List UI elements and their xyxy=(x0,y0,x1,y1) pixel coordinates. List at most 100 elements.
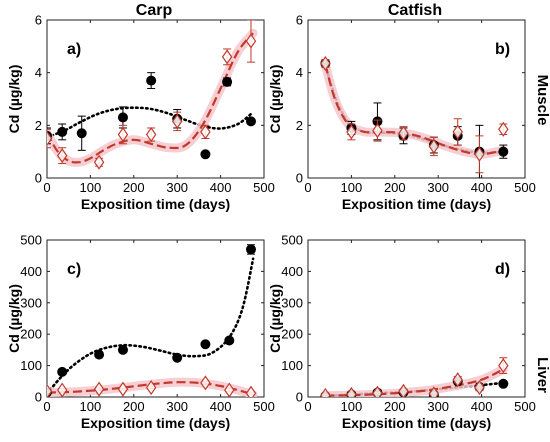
x-tick-label: 0 xyxy=(43,399,50,414)
data-point-diamond xyxy=(346,386,357,397)
y-tick-label: 4 xyxy=(296,65,303,80)
x-tick-label: 400 xyxy=(471,399,493,414)
fit-curve-dashed xyxy=(47,381,254,396)
data-point-circle xyxy=(224,335,235,346)
data-point-circle xyxy=(76,128,87,139)
data-point-diamond xyxy=(452,124,463,140)
data-point-diamond xyxy=(47,130,53,147)
x-tick-label: 300 xyxy=(427,180,449,195)
x-axis-label: Exposition time (days) xyxy=(342,196,491,212)
x-tick-label: 300 xyxy=(427,399,449,414)
chart-panel-4: 0 100 200 300 400 500 0 100 200 300 400 500 Expositi… xyxy=(267,233,536,432)
y-tick-label: 0 xyxy=(35,171,42,186)
plot-frame xyxy=(46,239,265,398)
x-tick-label: 0 xyxy=(43,180,50,195)
plot-area xyxy=(47,20,258,170)
panel-label: b) xyxy=(495,41,510,58)
data-point-diamond xyxy=(145,126,157,143)
data-point-circle xyxy=(117,112,128,123)
y-tick-label: 100 xyxy=(281,358,303,373)
x-axis-label: Exposition time (days) xyxy=(342,415,491,431)
x-tick-label: 500 xyxy=(514,180,536,195)
fit-curve-dotted xyxy=(47,106,255,139)
data-point-circle xyxy=(172,352,183,363)
panel-label: d) xyxy=(495,261,510,278)
data-point-diamond xyxy=(372,123,383,139)
x-tick-label: 400 xyxy=(471,180,493,195)
data-point-diamond xyxy=(498,358,509,374)
x-tick-label: 200 xyxy=(123,180,145,195)
y-tick-label: 6 xyxy=(35,13,42,28)
x-tick-label: 500 xyxy=(253,180,275,195)
y-tick-label: 0 xyxy=(35,390,42,405)
plot-frame xyxy=(307,239,526,398)
fit-confidence-band xyxy=(320,60,508,159)
data-point-diamond xyxy=(145,380,157,396)
data-point-diamond xyxy=(452,372,463,388)
plot-frame xyxy=(46,19,265,179)
data-point-diamond xyxy=(93,154,105,170)
plot-area xyxy=(320,357,509,397)
plot-area xyxy=(47,244,258,397)
data-point-diamond xyxy=(117,381,129,397)
x-axis-label: Exposition time (days) xyxy=(81,196,230,212)
x-tick-label: 100 xyxy=(341,399,363,414)
x-tick-label: 300 xyxy=(166,180,188,195)
data-point-circle xyxy=(498,146,509,157)
data-point-diamond xyxy=(56,148,68,164)
column-title-catfish: Catfish xyxy=(388,2,442,19)
y-tick-label: 500 xyxy=(20,233,42,248)
data-point-diamond xyxy=(245,33,257,49)
y-tick-label: 2 xyxy=(296,118,303,133)
fit-curve-dashed xyxy=(324,64,504,156)
data-point-circle xyxy=(200,149,211,160)
y-tick-label: 6 xyxy=(296,13,303,28)
x-tick-label: 400 xyxy=(210,180,232,195)
data-point-circle xyxy=(498,378,509,389)
panel-label: c) xyxy=(67,261,81,278)
x-tick-label: 0 xyxy=(304,399,311,414)
y-tick-label: 200 xyxy=(281,327,303,342)
x-tick-label: 100 xyxy=(80,180,102,195)
data-point-circle xyxy=(117,344,128,355)
x-tick-label: 300 xyxy=(166,399,188,414)
data-point-diamond xyxy=(224,382,235,397)
y-tick-label: 200 xyxy=(20,327,42,342)
x-tick-label: 200 xyxy=(384,180,406,195)
data-point-diamond xyxy=(171,113,183,129)
y-tick-label: 0 xyxy=(296,171,303,186)
data-point-diamond xyxy=(320,55,331,72)
data-point-diamond xyxy=(428,386,440,397)
y-tick-label: 400 xyxy=(281,264,303,279)
x-tick-label: 200 xyxy=(123,399,145,414)
data-point-diamond xyxy=(428,138,440,154)
data-point-diamond xyxy=(56,382,68,397)
y-tick-label: 300 xyxy=(20,295,42,310)
y-tick-label: 4 xyxy=(35,65,42,80)
chart-panel-2: 0 100 200 300 400 500 0 2 4 6 Exposition time (day… xyxy=(267,13,536,213)
data-point-diamond xyxy=(498,121,509,137)
data-point-circle xyxy=(245,244,256,255)
data-point-circle xyxy=(200,339,211,350)
data-point-diamond xyxy=(47,383,53,397)
x-axis-label: Exposition time (days) xyxy=(81,415,230,431)
row-title-liver: Liver xyxy=(534,357,550,393)
x-tick-label: 400 xyxy=(210,399,232,414)
data-point-circle xyxy=(57,126,68,137)
data-point-diamond xyxy=(474,380,485,396)
y-tick-label: 0 xyxy=(296,390,303,405)
y-tick-label: 2 xyxy=(35,118,42,133)
data-point-diamond xyxy=(221,49,233,65)
data-point-circle xyxy=(245,116,256,127)
chart-panel-3: 0 100 200 300 400 500 0 100 200 300 400 500 Expositi… xyxy=(6,233,275,432)
x-tick-label: 0 xyxy=(304,180,311,195)
data-point-circle xyxy=(146,75,157,86)
x-tick-label: 100 xyxy=(341,180,363,195)
plot-frame xyxy=(307,19,526,179)
y-tick-label: 400 xyxy=(20,264,42,279)
chart-panel-1: 0 100 200 300 400 500 0 2 4 6 Exposition time (day… xyxy=(6,13,275,213)
plot-area xyxy=(320,55,509,178)
y-axis-label: Cd (µg/kg) xyxy=(267,284,283,353)
